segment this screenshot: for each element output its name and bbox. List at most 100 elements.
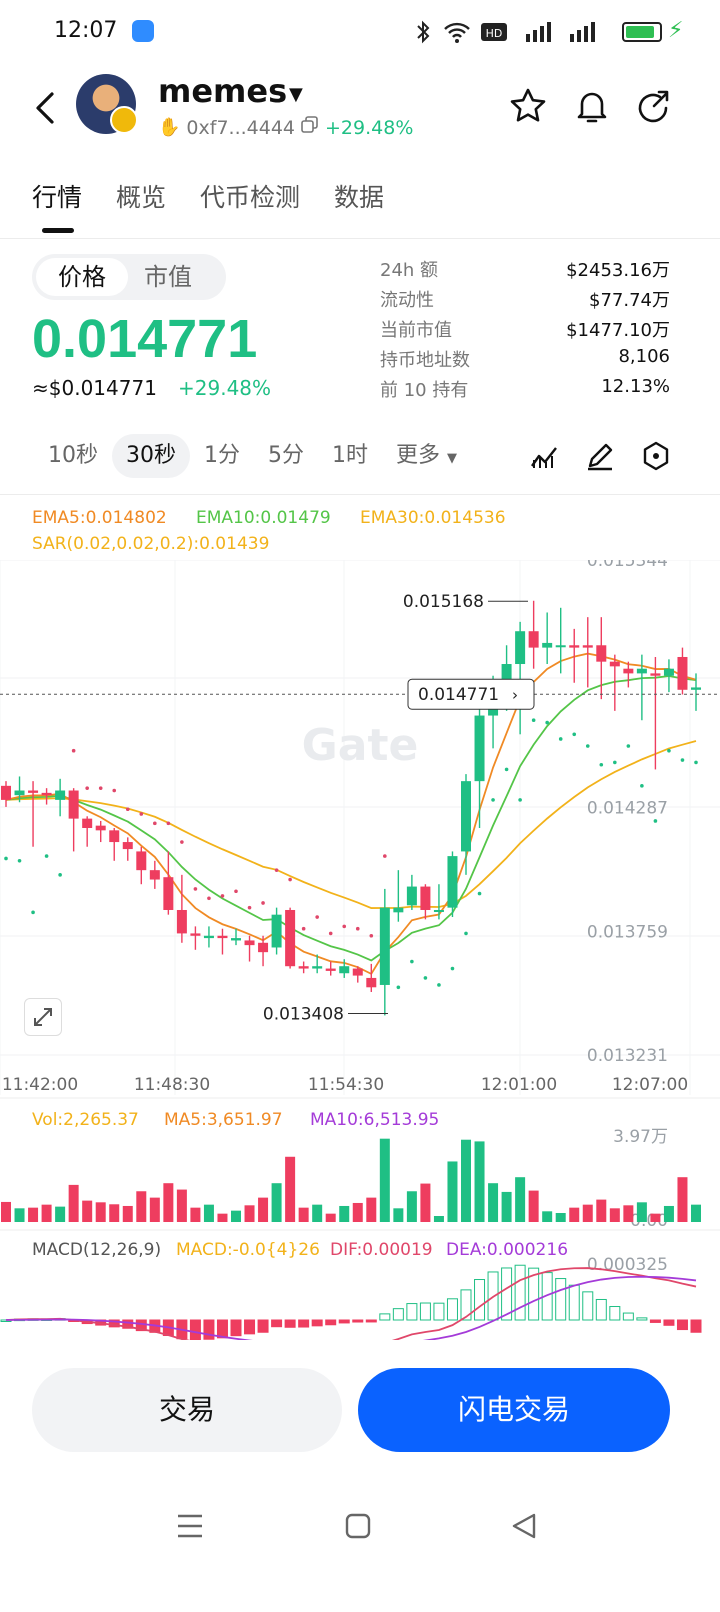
indicator-icon[interactable] [528, 440, 560, 472]
x-tick-label: 11:42:00 [2, 1075, 78, 1095]
interval-more[interactable]: 更多 ▼ [382, 434, 471, 478]
macd-histogram-bar [284, 1319, 296, 1328]
trade-button[interactable]: 交易 [32, 1368, 342, 1452]
candle-body [109, 830, 120, 843]
stat-row: 持币地址数 8,106 [380, 346, 670, 376]
sar-dot [667, 748, 671, 753]
ema10-polyline [5, 675, 697, 962]
volume-bar [542, 1211, 553, 1222]
candle-body [609, 661, 620, 667]
volume-bar [677, 1177, 688, 1222]
volume-bar [163, 1183, 174, 1222]
macd-histogram-bar [501, 1267, 513, 1321]
candle-body [285, 909, 296, 967]
system-nav-bar [0, 1490, 720, 1560]
candle-body [650, 673, 661, 676]
macd-histogram-bar [338, 1319, 350, 1324]
toggle-marketcap[interactable]: 市值 [144, 263, 192, 291]
candlestick-chart[interactable]: Gate 0.015344 0.014287 0.013759 0.013231 0.… [0, 560, 720, 1340]
volume-bar [488, 1183, 499, 1222]
active-tab-indicator [42, 228, 74, 233]
volume-bar [203, 1204, 214, 1222]
macd-histogram-bar [352, 1319, 364, 1323]
last-price-label: 0.014771 [418, 685, 499, 705]
sar-dot [71, 748, 76, 753]
contract-address: 0xf7...4444 [186, 116, 296, 139]
volume-bar [447, 1161, 458, 1222]
candle-body [41, 792, 52, 796]
ema5-polyline [5, 652, 697, 976]
sar-dot [504, 767, 509, 772]
stat-label: 持币地址数 [380, 350, 470, 371]
watermark-logo: Gate [302, 720, 419, 771]
candle-body [14, 790, 25, 796]
macd-histogram-bar [271, 1319, 283, 1328]
main-tabs: 行情 概览 代币检测 数据 [32, 178, 384, 214]
stat-value: 8,106 [618, 346, 670, 367]
bell-icon[interactable] [572, 86, 612, 126]
candle-body [271, 914, 282, 948]
sar-dot [288, 877, 292, 882]
ema5-label: EMA5:0.014802 [32, 508, 167, 528]
sar-dot [261, 901, 265, 905]
interval-1m[interactable]: 1分 [204, 443, 240, 468]
volume-bar [149, 1197, 160, 1222]
flash-trade-button[interactable]: 闪电交易 [358, 1368, 670, 1452]
caret-down-icon[interactable]: ▼ [289, 84, 303, 105]
volume-bar [95, 1202, 106, 1222]
interval-10s[interactable]: 10秒 [48, 443, 98, 468]
stat-value: 12.13% [601, 376, 670, 397]
volume-bar [461, 1139, 471, 1222]
volume-bar [379, 1138, 390, 1222]
settings-hexagon-icon[interactable] [640, 440, 672, 472]
fullscreen-expand-icon[interactable] [24, 998, 62, 1036]
sar-dot [315, 915, 319, 919]
toggle-price[interactable]: 价格 [36, 258, 128, 296]
back-button[interactable] [30, 88, 62, 128]
macd-histogram-bar [555, 1278, 567, 1321]
candle-body [136, 851, 147, 871]
candle-body [461, 781, 471, 852]
tab-overview[interactable]: 概览 [116, 183, 167, 212]
macd-histogram-bar [216, 1319, 228, 1339]
token-title[interactable]: memes [158, 72, 288, 110]
candle-body [501, 664, 512, 686]
candle-body [447, 856, 458, 908]
volume-bar [609, 1208, 620, 1222]
share-icon[interactable] [634, 86, 674, 126]
hd-icon: HD [480, 20, 508, 44]
candle-body [433, 909, 444, 912]
favorite-star-icon[interactable] [508, 86, 548, 126]
sar-dot [491, 798, 495, 802]
volume-bar [55, 1206, 66, 1222]
macd-histogram-bar [636, 1317, 648, 1321]
macd-histogram-bar [460, 1289, 472, 1321]
sar-dot [653, 819, 658, 823]
tab-market[interactable]: 行情 [32, 183, 83, 212]
tab-token-check[interactable]: 代币检测 [200, 183, 301, 212]
sar-dot [180, 840, 184, 844]
interval-5m[interactable]: 5分 [268, 443, 304, 468]
candle-body [393, 907, 404, 913]
menu-icon[interactable] [176, 1512, 204, 1540]
volume-bars: 3.97万 0.00 [0, 1127, 720, 1231]
home-square-icon[interactable] [344, 1512, 372, 1540]
high-price-label: 0.015168 [403, 592, 484, 612]
stat-label: 前 10 持有 [380, 380, 469, 401]
candle-body [312, 966, 323, 969]
candle-body [122, 842, 133, 850]
stat-row: 前 10 持有 12.13% [380, 376, 670, 406]
volume-bar [393, 1208, 404, 1222]
copy-icon[interactable] [301, 116, 319, 139]
tab-data[interactable]: 数据 [334, 183, 385, 212]
sar-dot [247, 905, 252, 910]
interval-1h[interactable]: 1时 [332, 443, 368, 468]
draw-pencil-icon[interactable] [584, 440, 616, 472]
macd-histogram-bar [474, 1279, 486, 1321]
sar-dot [477, 891, 482, 896]
macd-histogram-bar [325, 1319, 337, 1326]
interval-30s[interactable]: 30秒 [112, 434, 190, 478]
volume-bar [109, 1204, 120, 1222]
sar-dot [234, 889, 238, 894]
back-triangle-icon[interactable] [510, 1512, 538, 1540]
